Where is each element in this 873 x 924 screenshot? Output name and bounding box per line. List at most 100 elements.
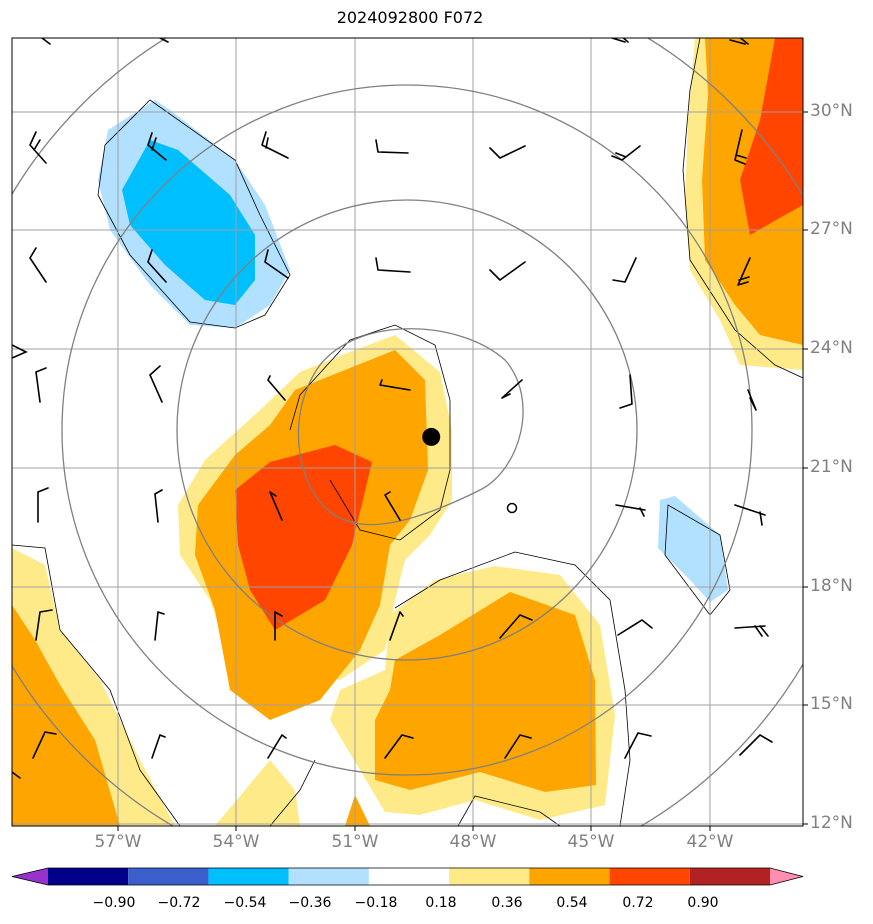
- negative-region-east: [658, 496, 728, 602]
- wind-barb: [734, 625, 769, 637]
- wind-barb: [261, 131, 289, 159]
- colorbar-segment: [288, 868, 369, 885]
- grid-lines: [12, 38, 803, 826]
- map-frame: [11, 37, 804, 827]
- contour-fill-036: [375, 592, 596, 792]
- wind-barb: [12, 344, 28, 359]
- wind-barb: [35, 367, 47, 403]
- wind-barb: [154, 489, 163, 523]
- wind-barb: [611, 145, 641, 161]
- colorbar-label: 0.18: [425, 895, 457, 911]
- wind-barb: [267, 375, 286, 401]
- contour-fill-054: [740, 38, 803, 235]
- wind-barb: [624, 732, 652, 759]
- contour-fill-036: [12, 605, 120, 826]
- positive-region-center: [178, 335, 452, 720]
- wind-barb: [375, 257, 411, 273]
- wind-barb: [159, 38, 169, 43]
- lat-tick-label: 21°N: [810, 457, 853, 477]
- colorbar-segment: [128, 868, 209, 885]
- wind-barb: [41, 38, 51, 45]
- wind-barbs: [12, 38, 773, 779]
- wind-barb: [739, 734, 773, 756]
- wind-barb: [384, 734, 414, 759]
- calm-wind-marker: [506, 502, 518, 514]
- colorbar-segment: [689, 868, 770, 885]
- range-ring-3: [61, 84, 753, 776]
- map-area: [12, 38, 803, 826]
- wind-barb: [499, 614, 533, 639]
- wind-barb: [619, 374, 633, 409]
- colorbar-segment: [449, 868, 530, 885]
- wind-barb: [12, 771, 21, 779]
- contour-fill-018: [658, 496, 728, 602]
- wind-barb: [612, 257, 637, 283]
- colorbar-extend-low: [12, 868, 48, 885]
- contour-fill-036b: [345, 795, 370, 826]
- colorbar-extend-high: [770, 868, 803, 885]
- colorbar-segment: [529, 868, 610, 885]
- lon-tick-label: 48°W: [449, 832, 497, 852]
- lat-tick-label: 24°N: [810, 338, 853, 358]
- range-ring-2: [176, 199, 638, 661]
- lon-tick-label: 42°W: [686, 832, 734, 852]
- colorbar-label: −0.90: [92, 895, 136, 911]
- wind-barb: [615, 504, 646, 517]
- colorbar: [11, 867, 804, 886]
- lat-tick-label: 15°N: [810, 694, 853, 714]
- wind-barb: [35, 609, 53, 641]
- lat-tick-label: 18°N: [810, 576, 853, 596]
- negative-region-northwest: [98, 100, 290, 328]
- range-rings: [12, 38, 803, 826]
- lat-tick-label: 30°N: [810, 101, 853, 121]
- contour-fill-036: [122, 140, 255, 305]
- wind-barb: [734, 504, 766, 526]
- lon-tick-label: 45°W: [567, 832, 615, 852]
- wind-barb: [154, 611, 165, 641]
- colorbar-segment: [48, 868, 129, 885]
- chart-title: 2024092800 F072: [336, 8, 484, 27]
- wind-barb: [147, 132, 167, 161]
- wind-barb: [489, 261, 526, 281]
- wind-barb: [734, 129, 747, 165]
- wind-barb: [379, 379, 411, 391]
- lon-tick-label: 57°W: [94, 832, 142, 852]
- wind-barb: [269, 491, 283, 521]
- wind-barb: [501, 379, 523, 399]
- wind-barb: [617, 619, 653, 636]
- colorbar-segment: [609, 868, 690, 885]
- storm-center-marker: [422, 427, 441, 446]
- positive-region-northeast: [685, 38, 803, 370]
- wind-barb: [729, 38, 749, 45]
- wind-barb: [489, 145, 526, 159]
- lon-tick-label: 54°W: [212, 832, 260, 852]
- colorbar-label: −0.72: [157, 895, 201, 911]
- lat-tick-label: 27°N: [810, 219, 853, 239]
- wind-barb: [29, 247, 47, 283]
- wind-barb: [747, 389, 757, 411]
- colorbar-label: 0.36: [491, 895, 523, 911]
- colorbar-label: 0.72: [622, 895, 654, 911]
- colorbar-label: −0.54: [223, 895, 267, 911]
- colorbar-label: 0.54: [556, 895, 588, 911]
- colorbar-label: 0.90: [687, 895, 719, 911]
- wind-barb: [267, 734, 287, 759]
- contour-fill-054: [235, 445, 372, 630]
- wind-barb: [264, 249, 289, 279]
- wind-barb: [274, 611, 283, 641]
- wind-barb: [149, 365, 163, 403]
- colorbar-segment: [368, 868, 450, 885]
- wind-barb: [37, 487, 49, 523]
- wind-barb: [151, 734, 166, 759]
- colorbar-segment: [208, 868, 289, 885]
- lat-tick-label: 12°N: [810, 813, 853, 833]
- range-ring-inner: [297, 328, 524, 526]
- contour-fill-018b: [215, 760, 300, 826]
- wind-barb: [147, 249, 167, 283]
- lon-tick-label: 51°W: [331, 832, 379, 852]
- colorbar-label: −0.18: [354, 895, 398, 911]
- wind-barb: [389, 611, 404, 641]
- tick-marks: [117, 111, 808, 831]
- wind-barb: [504, 734, 532, 759]
